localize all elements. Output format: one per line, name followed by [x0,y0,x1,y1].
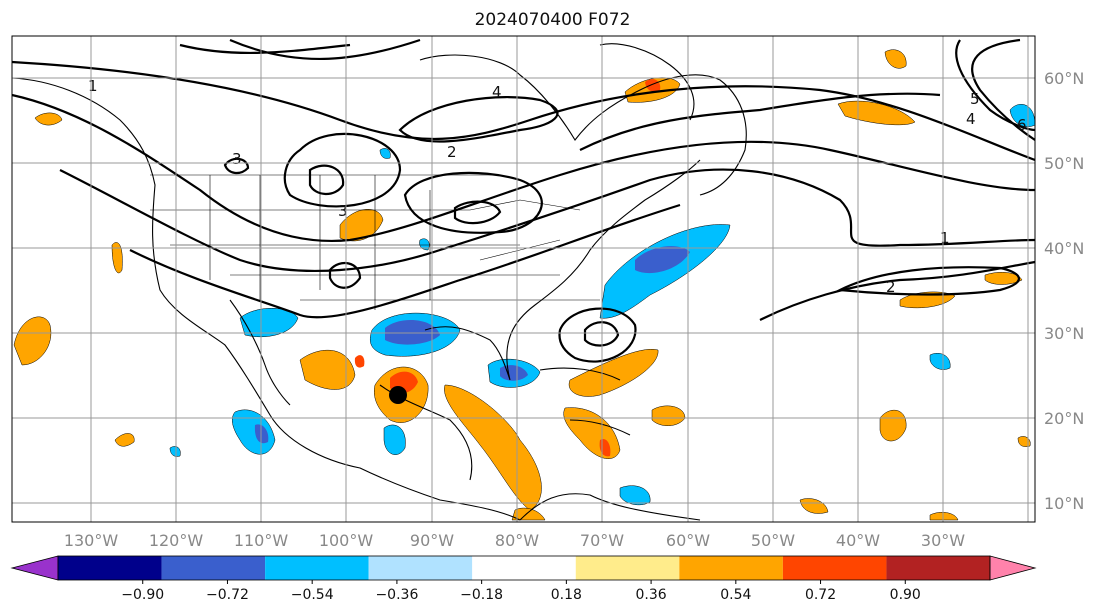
lon-label: 90°W [410,531,454,550]
colorbar-tick-label: 0.72 [805,587,836,603]
lon-label: 70°W [580,531,624,550]
longitude-labels: 130°W 120°W 110°W 100°W 90°W 80°W 70°W 60°W 50°W… [64,531,965,550]
colorbar-segment [368,556,473,580]
contour-label-group: 1 1 2 2 3 3 4 4 5 6 [88,77,1027,296]
storm-marker [389,386,407,404]
colorbar-segment [679,556,783,580]
colorbar-segment [58,556,162,580]
contour-label-2b: 2 [886,278,896,296]
contour-label-3b: 3 [338,202,348,220]
lon-label: 130°W [64,531,119,550]
contour-label-1b: 1 [940,229,950,247]
lat-label: 30°N [1044,324,1084,343]
colorbar-segment [265,556,369,580]
colorbar-tick-label: 0.36 [636,587,667,603]
graticule [12,36,1035,522]
lat-label: 50°N [1044,154,1084,173]
colorbar-segment [472,556,576,580]
colorbar-segment [161,556,266,580]
colorbar-segment [575,556,680,580]
colorbar-tick-label: 0.90 [890,587,921,603]
chart-title: 2024070400 F072 [474,10,631,30]
colorbar-tick-label: −0.90 [121,587,164,603]
colorbar-tick-label: −0.18 [460,587,503,603]
lat-label: 20°N [1044,409,1084,428]
colorbar-tick-label: 0.54 [720,587,751,603]
height-contours [11,38,1036,363]
colorbar-extend-high [989,555,1037,581]
colorbar-tick-label: −0.54 [291,587,334,603]
map-border [11,35,1036,523]
lat-label: 60°N [1044,69,1084,88]
lon-label: 60°W [666,531,710,550]
lat-label: 10°N [1044,494,1084,513]
colorbar-tick-label: −0.36 [375,587,418,603]
contour-label-4b: 4 [966,110,976,128]
colorbar-frame [57,555,991,581]
lon-label: 100°W [319,531,374,550]
colorbar-tick-label: 0.18 [551,587,582,603]
contour-label-4a: 4 [492,83,502,101]
contour-label-6: 6 [1017,116,1027,134]
colorbar-extend-low [10,555,59,581]
latitude-labels: 60°N 50°N 40°N 30°N 20°N 10°N [1044,69,1084,513]
contour-label-1a: 1 [88,77,98,95]
contour-label-3a: 3 [232,150,242,168]
lon-label: 40°W [836,531,880,550]
contour-label-2a: 2 [447,143,457,161]
colorbar: −0.90 −0.72 −0.54 −0.36 −0.18 0.18 0.36 0.54 0.7… [10,555,1037,603]
lon-label: 120°W [149,531,204,550]
colorbar-segment [782,556,887,580]
lon-label: 50°W [751,531,795,550]
contour-label-5: 5 [970,90,980,108]
colorbar-tick-label: −0.72 [206,587,249,603]
lat-label: 40°N [1044,239,1084,258]
lon-label: 30°W [921,531,965,550]
colorbar-segment [886,556,990,580]
lon-label: 80°W [495,531,539,550]
lon-label: 110°W [234,531,289,550]
